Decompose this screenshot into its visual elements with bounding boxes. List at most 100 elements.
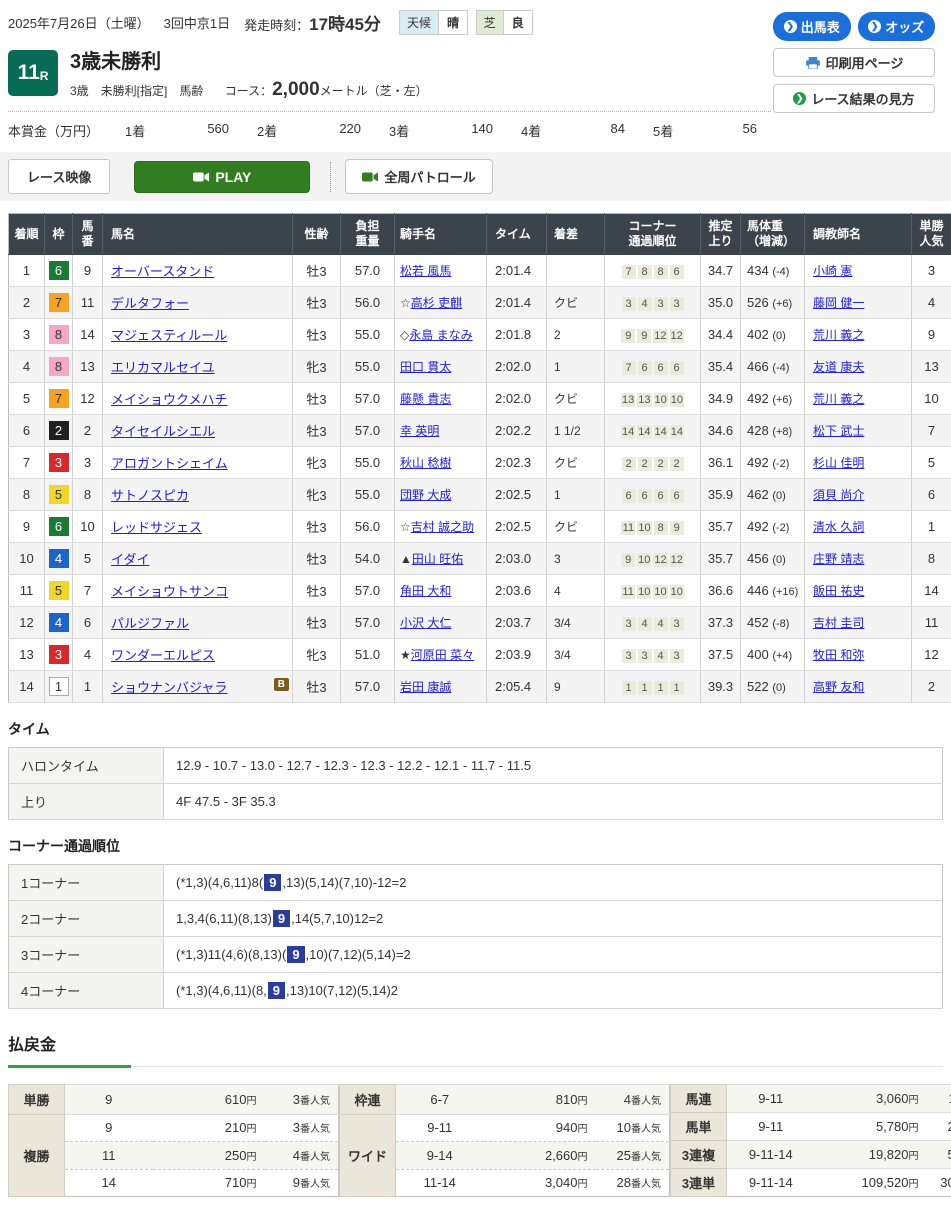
jockey-name-link[interactable]: 松若 風馬 [400, 264, 451, 278]
payout-amount: 710円 [153, 1169, 265, 1196]
race-video-button[interactable]: レース映像 [8, 159, 110, 194]
jockey-name-link[interactable]: 団野 大成 [400, 488, 451, 502]
horse-number: 1 [73, 671, 103, 703]
trainer-name-link[interactable]: 藤岡 健一 [813, 296, 864, 310]
odds-button[interactable]: ❯ オッズ [858, 12, 936, 41]
amount-value: 210 [225, 1120, 247, 1135]
jockey-name-link[interactable]: 河原田 菜々 [411, 648, 474, 662]
horse-name-link[interactable]: メイショウクメハチ [111, 392, 227, 407]
jockey-name-link[interactable]: 秋山 稔樹 [400, 456, 451, 470]
yen-unit: 円 [247, 1152, 257, 1163]
play-button[interactable]: PLAY [134, 161, 310, 193]
payout-amount: 5,780円 [815, 1113, 927, 1141]
trainer-name-link[interactable]: 牧田 和弥 [813, 648, 864, 662]
bet-type-label: 枠連 [340, 1085, 396, 1115]
finish-time: 2:01.4 [487, 255, 547, 287]
result-guide-button[interactable]: ❯ レース結果の見方 [773, 84, 935, 113]
horse-name-link[interactable]: アロガントシェイム [111, 456, 228, 471]
horse-name-link[interactable]: パルジファル [111, 616, 189, 631]
trainer-name-link[interactable]: 杉山 佳明 [813, 456, 864, 470]
jockey-cell: ☆高杉 吏麒 [395, 287, 487, 319]
order-text: 1,3,4(6,11)(8,13) [176, 911, 272, 926]
horse-name-link[interactable]: メイショウトサンコ [111, 584, 228, 599]
horse-name-link[interactable]: ワンダーエルピス [111, 648, 215, 663]
popularity-value: 20 [948, 1119, 951, 1134]
bet-type-label: 馬連 [671, 1085, 727, 1113]
horse-name-link[interactable]: イダイ [111, 552, 149, 567]
horse-name-link[interactable]: サトノスピカ [111, 488, 189, 503]
corner-position-box: 6 [670, 265, 684, 279]
body-weight-value: 452 [747, 615, 769, 630]
horse-number: 13 [73, 351, 103, 383]
win-popularity: 11 [912, 607, 951, 639]
popularity-value: 3 [293, 1092, 300, 1107]
body-weight-diff: (+8) [772, 426, 792, 438]
chevron-right-icon: ❯ [868, 20, 881, 33]
jockey-name-link[interactable]: 岩田 康誠 [400, 680, 451, 694]
body-weight-value: 428 [747, 423, 769, 438]
jockey-name-link[interactable]: 高杉 吏麒 [411, 296, 462, 310]
frame-number: 6 [49, 517, 69, 536]
horse-number: 11 [73, 287, 103, 319]
body-weight-value: 434 [747, 263, 769, 278]
combination: 9-11-14 [727, 1169, 815, 1197]
jockey-name-link[interactable]: 吉村 誠之助 [411, 520, 474, 534]
jockey-name-link[interactable]: 永島 まなみ [409, 328, 472, 342]
trainer-name-link[interactable]: 須貝 尚介 [813, 488, 864, 502]
trainer-name-link[interactable]: 友道 康夫 [813, 360, 864, 374]
body-weight-value: 492 [747, 391, 769, 406]
sex-age: 牝3 [293, 479, 341, 511]
race-title: 3歳未勝利 [70, 45, 428, 74]
horse-name-link[interactable]: ショウナンバジャラ [111, 680, 227, 695]
jockey-name-link[interactable]: 田口 貫太 [400, 360, 451, 374]
carried-weight: 55.0 [341, 351, 395, 383]
horse-name-link[interactable]: デルタフォー [111, 296, 189, 311]
popularity-unit: 番人気 [631, 1096, 661, 1107]
horse-name-link[interactable]: エリカマルセイユ [111, 360, 215, 375]
margin: 4 [547, 575, 605, 607]
trainer-name-link[interactable]: 清水 久詞 [813, 520, 864, 534]
print-page-button[interactable]: 印刷用ページ [773, 48, 935, 77]
corner-position-box: 10 [670, 393, 684, 407]
frame-cell: 4 [45, 543, 73, 575]
bet-type-label: ワイド [340, 1114, 396, 1196]
race-results-table: 着順枠馬 番馬名性齢負担 重量騎手名タイム着差コーナー 通過順位推定 上り馬体重… [8, 213, 951, 703]
jockey-name-link[interactable]: 藤懸 貴志 [400, 392, 451, 406]
horse-name-link[interactable]: レッドサジェス [111, 520, 202, 535]
trainer-name-link[interactable]: 荒川 義之 [813, 392, 864, 406]
horse-name-link[interactable]: タイセイルシエル [111, 424, 215, 439]
entries-button[interactable]: ❯ 出馬表 [773, 12, 851, 41]
patrol-video-button[interactable]: 全周パトロール [345, 159, 492, 194]
finish-position: 5 [9, 383, 45, 415]
trainer-name-link[interactable]: 吉村 圭司 [813, 616, 864, 630]
horse-name-link[interactable]: マジェスティルール [111, 328, 227, 343]
trainer-name-link[interactable]: 小崎 憲 [813, 264, 852, 278]
trainer-name-link[interactable]: 飯田 祐史 [813, 584, 864, 598]
jockey-name-link[interactable]: 幸 英明 [400, 424, 439, 438]
body-weight-value: 462 [747, 487, 769, 502]
jockey-name-link[interactable]: 小沢 大仁 [400, 616, 451, 630]
yen-unit: 円 [909, 1095, 919, 1106]
trainer-name-link[interactable]: 松下 武士 [813, 424, 864, 438]
popularity-unit: 番人気 [300, 1152, 330, 1163]
trainer-cell: 小崎 憲 [805, 255, 912, 287]
horse-body-weight: 402 (0) [741, 319, 805, 351]
carried-weight: 51.0 [341, 639, 395, 671]
body-weight-diff: (+6) [772, 394, 792, 406]
jockey-name-link[interactable]: 角田 大和 [400, 584, 451, 598]
popularity-value: 55 [948, 1147, 951, 1162]
trainer-name-link[interactable]: 庄野 靖志 [813, 552, 864, 566]
jockey-name-link[interactable]: 田山 旺佑 [412, 552, 463, 566]
horse-name-link[interactable]: オーバースタンド [111, 264, 214, 279]
trainer-name-link[interactable]: 荒川 義之 [813, 328, 864, 342]
weather-value: 晴 [438, 11, 467, 34]
result-row: 12 4 6 パルジファル 牡3 57.0 小沢 大仁 2:03.7 3/4 3… [9, 607, 951, 639]
horse-number: 7 [73, 575, 103, 607]
trainer-name-link[interactable]: 高野 友和 [813, 680, 864, 694]
estimated-last-3f: 39.3 [701, 671, 741, 703]
carried-weight: 57.0 [341, 383, 395, 415]
